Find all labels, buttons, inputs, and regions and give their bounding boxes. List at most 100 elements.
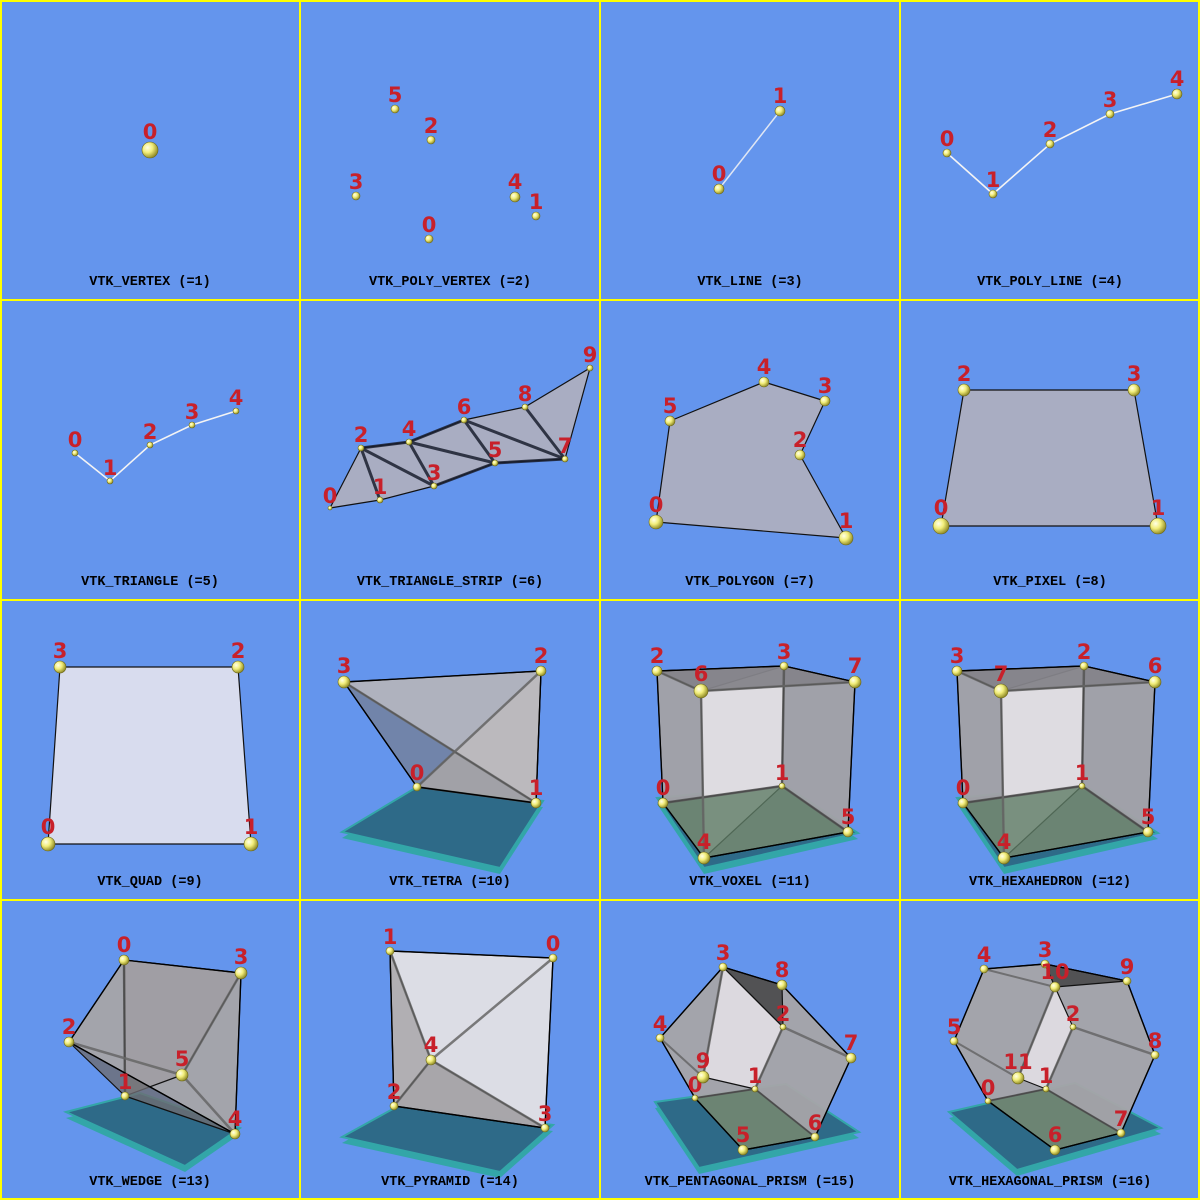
point-id-label: 1 <box>1151 496 1166 520</box>
point-id-label: 2 <box>793 428 808 452</box>
cell-type-title: VTK_HEXAGONAL_PRISM (=16) <box>949 1175 1152 1190</box>
point-id-label: 2 <box>650 644 665 668</box>
point-sphere <box>1171 88 1183 100</box>
cell-edge <box>754 1088 816 1138</box>
point-id-label: 6 <box>457 395 472 419</box>
point-id-label: 0 <box>656 776 671 800</box>
point-id-label: 0 <box>323 484 338 508</box>
point-sphere <box>530 797 542 809</box>
point-sphere <box>175 1068 189 1082</box>
point-sphere <box>531 211 541 221</box>
point-sphere <box>651 665 663 677</box>
cell-type-title: VTK_WEDGE (=13) <box>89 1175 211 1190</box>
cell-type-title: VTK_TETRA (=10) <box>389 875 511 890</box>
cell-edge <box>393 1059 432 1107</box>
point-sphere <box>776 979 788 991</box>
point-id-label: 5 <box>488 438 503 462</box>
cell-panel: 0 1 2 3 4 5 6 7 VTK_HEXAHEDRON (=12) <box>950 640 1163 890</box>
point-sphere <box>1105 109 1115 119</box>
cell-edge <box>700 680 856 693</box>
cell-edge <box>694 1088 756 1099</box>
point-sphere <box>979 964 989 974</box>
cell-edge <box>781 784 849 834</box>
point-sphere <box>737 1144 749 1156</box>
point-id-label: 1 <box>529 776 544 800</box>
floor-plane <box>63 1091 243 1168</box>
point-sphere <box>713 183 725 195</box>
point-sphere <box>1122 976 1132 986</box>
cell-face <box>940 389 1159 527</box>
point-id-label: 0 <box>422 213 437 237</box>
point-id-label: 4 <box>653 1012 668 1036</box>
point-id-label: 0 <box>981 1076 996 1100</box>
point-sphere <box>932 517 950 535</box>
point-sphere <box>794 449 806 461</box>
cell-panel: 0 1 2 3 VTK_TETRA (=10) <box>337 644 549 890</box>
point-id-label: 2 <box>424 114 439 138</box>
point-id-label: 0 <box>143 120 158 144</box>
cell-type-title: VTK_PENTAGONAL_PRISM (=15) <box>645 1175 856 1190</box>
cell-edge <box>701 966 725 1078</box>
cell-panel: 0 1 2 3 4 VTK_PYRAMID (=14) <box>339 925 560 1190</box>
cell-face <box>655 381 847 539</box>
point-id-label: 3 <box>53 639 68 663</box>
point-id-label: 4 <box>1170 67 1185 91</box>
point-id-label: 7 <box>558 434 573 458</box>
point-sphere <box>984 1097 992 1105</box>
point-sphere <box>561 455 569 463</box>
point-id-label: 3 <box>538 1102 553 1126</box>
point-id-label: 3 <box>716 941 731 965</box>
cell-edge <box>68 1040 183 1077</box>
point-sphere <box>993 683 1009 699</box>
point-id-label: 4 <box>997 830 1012 854</box>
point-id-label: 5 <box>388 83 403 107</box>
point-id-label: 0 <box>956 776 971 800</box>
point-id-label: 5 <box>175 1047 190 1071</box>
point-id-label: 3 <box>185 400 200 424</box>
point-id-label: 2 <box>143 420 158 444</box>
point-sphere <box>1079 661 1089 671</box>
point-sphere <box>819 395 831 407</box>
point-sphere <box>232 407 240 415</box>
point-sphere <box>696 1070 710 1084</box>
cell-type-title: VTK_LINE (=3) <box>697 275 802 290</box>
floor-plane <box>339 785 545 870</box>
point-sphere <box>430 482 438 490</box>
cell-edge <box>953 1040 1019 1079</box>
point-sphere <box>949 1036 959 1046</box>
cell-edge <box>753 1026 785 1090</box>
point-id-label: 3 <box>818 374 833 398</box>
point-sphere <box>118 954 130 966</box>
cell-edge <box>416 670 542 788</box>
point-id-label: 5 <box>736 1123 751 1147</box>
point-sphere <box>1127 383 1141 397</box>
point-id-label: 8 <box>518 382 533 406</box>
point-sphere <box>758 376 770 388</box>
point-sphere <box>718 962 728 972</box>
point-sphere <box>1011 1071 1025 1085</box>
point-sphere <box>810 1132 820 1142</box>
point-id-label: 1 <box>1039 1064 1054 1088</box>
cell-panel: 0 VTK_VERTEX (=1) <box>89 120 211 290</box>
point-sphere <box>424 234 434 244</box>
cell-edge <box>388 950 433 1061</box>
point-id-label: 3 <box>777 640 792 664</box>
cell-type-title: VTK_PIXEL (=8) <box>993 575 1106 590</box>
cell-panel: 0 1 2 3 4 VTK_POLY_LINE (=4) <box>940 67 1185 290</box>
point-id-label: 1 <box>986 168 1001 192</box>
point-id-label: 0 <box>712 162 727 186</box>
point-id-label: 0 <box>68 428 83 452</box>
point-id-label: 1 <box>373 475 388 499</box>
cell-edge <box>1016 986 1057 1079</box>
point-id-label: 4 <box>977 943 992 967</box>
point-sphere <box>586 364 594 372</box>
point-id-label: 7 <box>844 1031 859 1055</box>
point-id-label: 9 <box>696 1049 711 1073</box>
point-sphere <box>848 675 862 689</box>
point-sphere <box>120 1091 130 1101</box>
cell-edge <box>983 968 1056 988</box>
